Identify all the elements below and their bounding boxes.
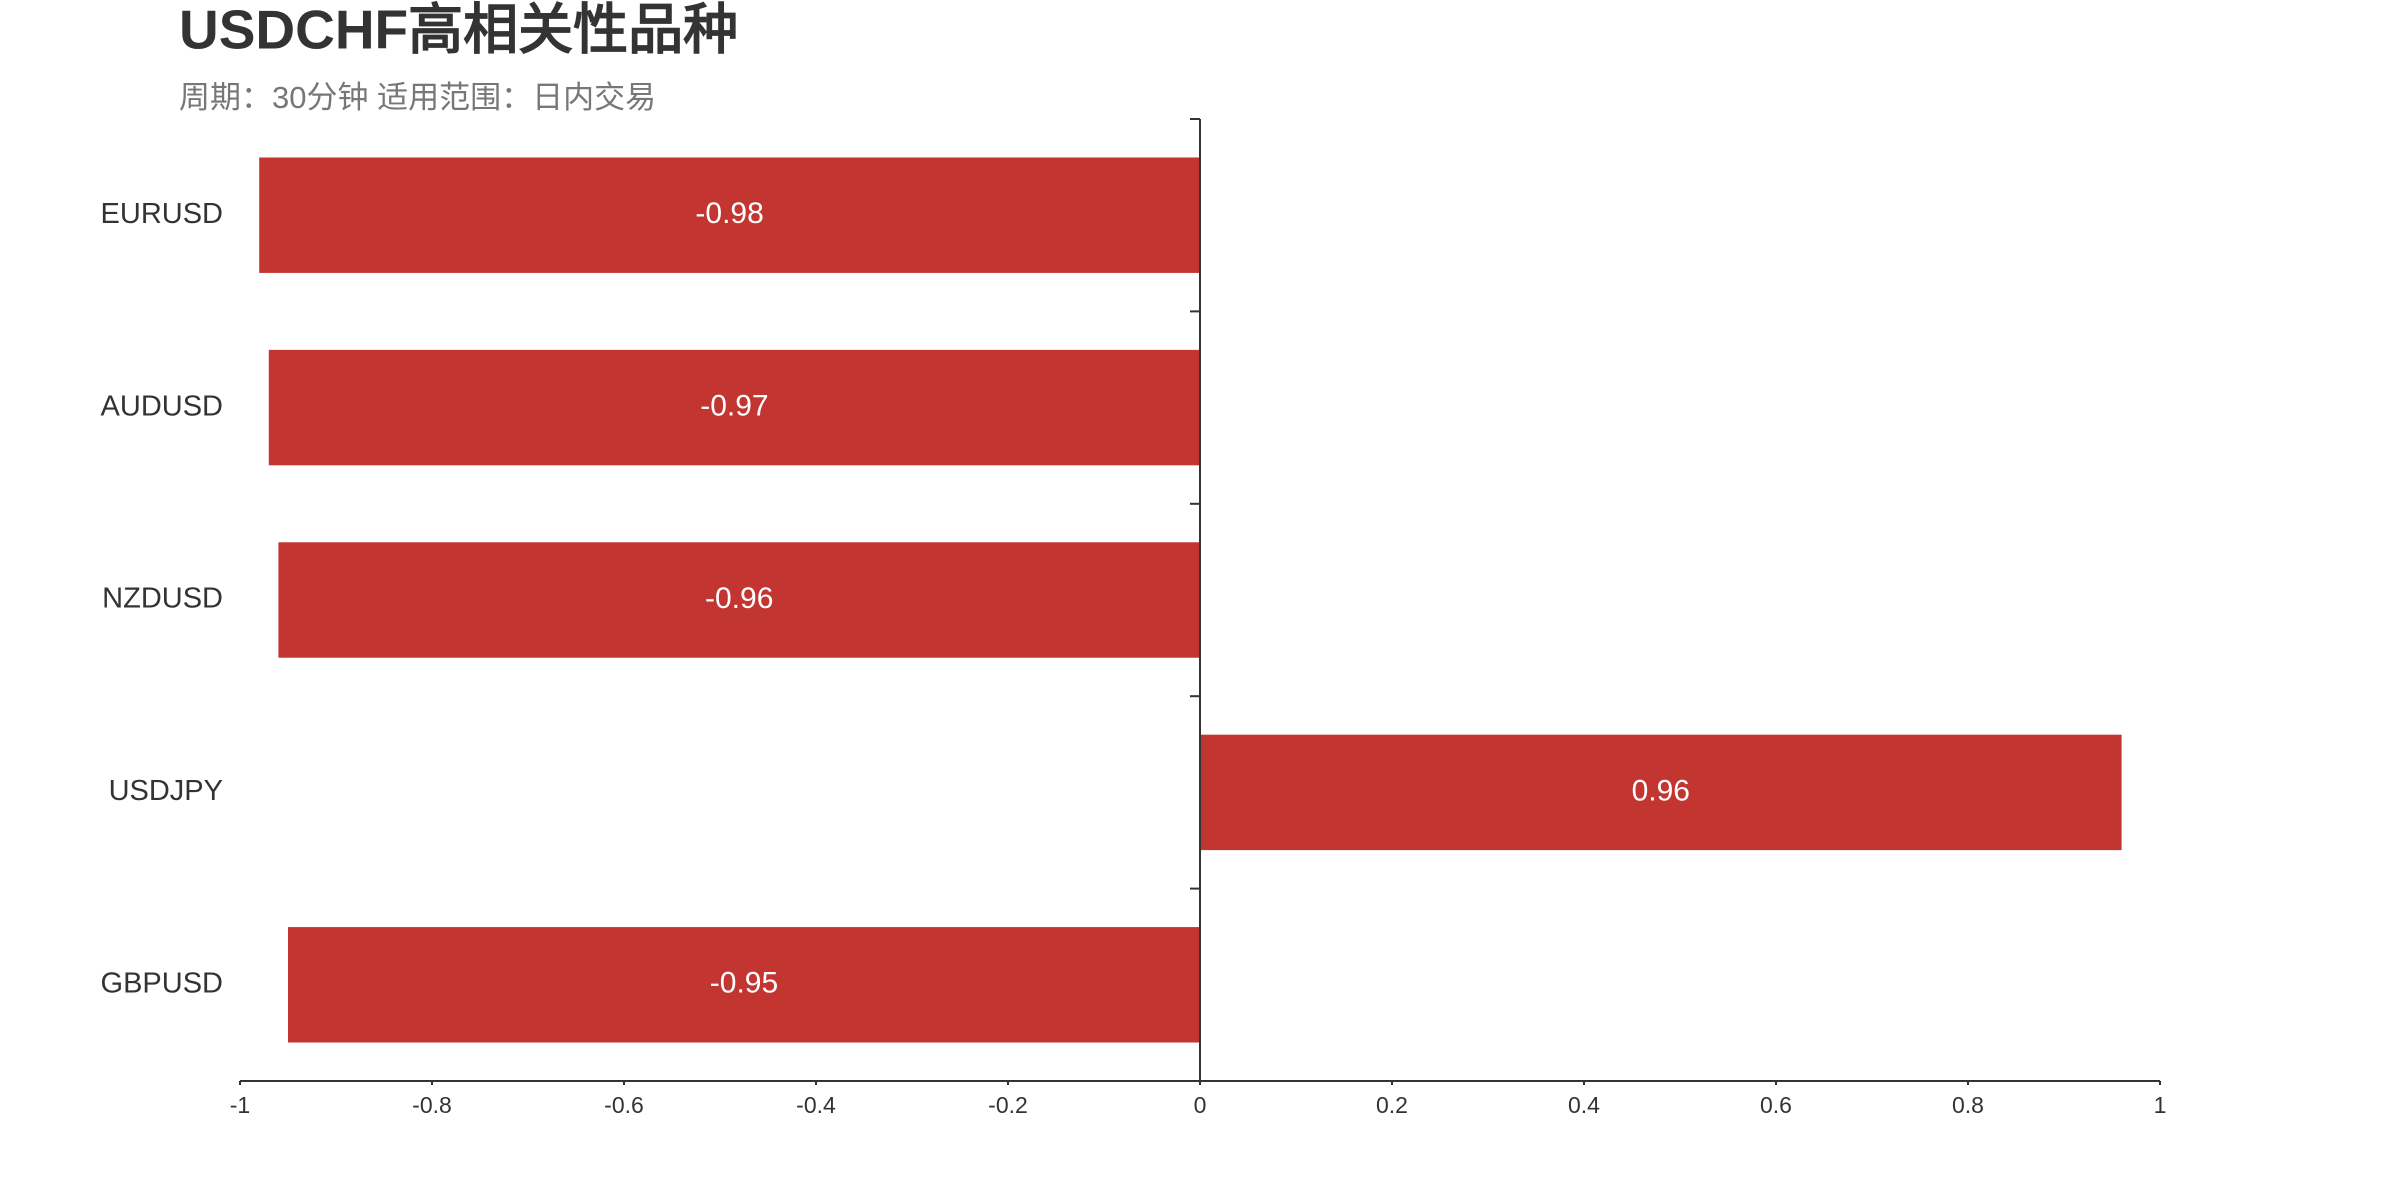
value-label: -0.98 xyxy=(695,197,763,230)
value-label: -0.95 xyxy=(710,967,778,1000)
value-label: -0.97 xyxy=(700,390,768,423)
y-tick-label: GBPUSD xyxy=(101,967,223,999)
bar xyxy=(1200,734,2122,851)
bar xyxy=(288,927,1200,1043)
x-tick-label: 0 xyxy=(1194,1092,1207,1118)
bar xyxy=(278,542,1200,658)
bar xyxy=(268,349,1200,466)
x-tick-label: -0.4 xyxy=(796,1092,836,1118)
x-tick-label: -0.2 xyxy=(988,1092,1028,1118)
y-tick-label: USDJPY xyxy=(109,775,223,807)
y-tick-label: NZDUSD xyxy=(102,583,223,615)
y-tick-label: EURUSD xyxy=(101,198,223,230)
x-tick-label: 0.6 xyxy=(1760,1092,1792,1118)
x-tick-label: -0.8 xyxy=(412,1092,452,1118)
x-tick-label: 1 xyxy=(2154,1092,2167,1118)
x-tick-label: 0.4 xyxy=(1568,1092,1600,1118)
value-label: -0.96 xyxy=(705,582,773,615)
value-label: 0.96 xyxy=(1632,774,1690,807)
x-tick-label: -1 xyxy=(230,1092,250,1118)
chart-subtitle: 周期：30分钟 适用范围：日内交易 xyxy=(179,80,656,115)
bar xyxy=(259,157,1200,273)
x-tick-label: 0.8 xyxy=(1952,1092,1984,1118)
x-tick-label: -0.6 xyxy=(604,1092,644,1118)
x-tick-label: 0.2 xyxy=(1376,1092,1408,1118)
chart-title: USDCHF高相关性品种 xyxy=(179,0,738,61)
y-tick-label: AUDUSD xyxy=(101,390,223,422)
